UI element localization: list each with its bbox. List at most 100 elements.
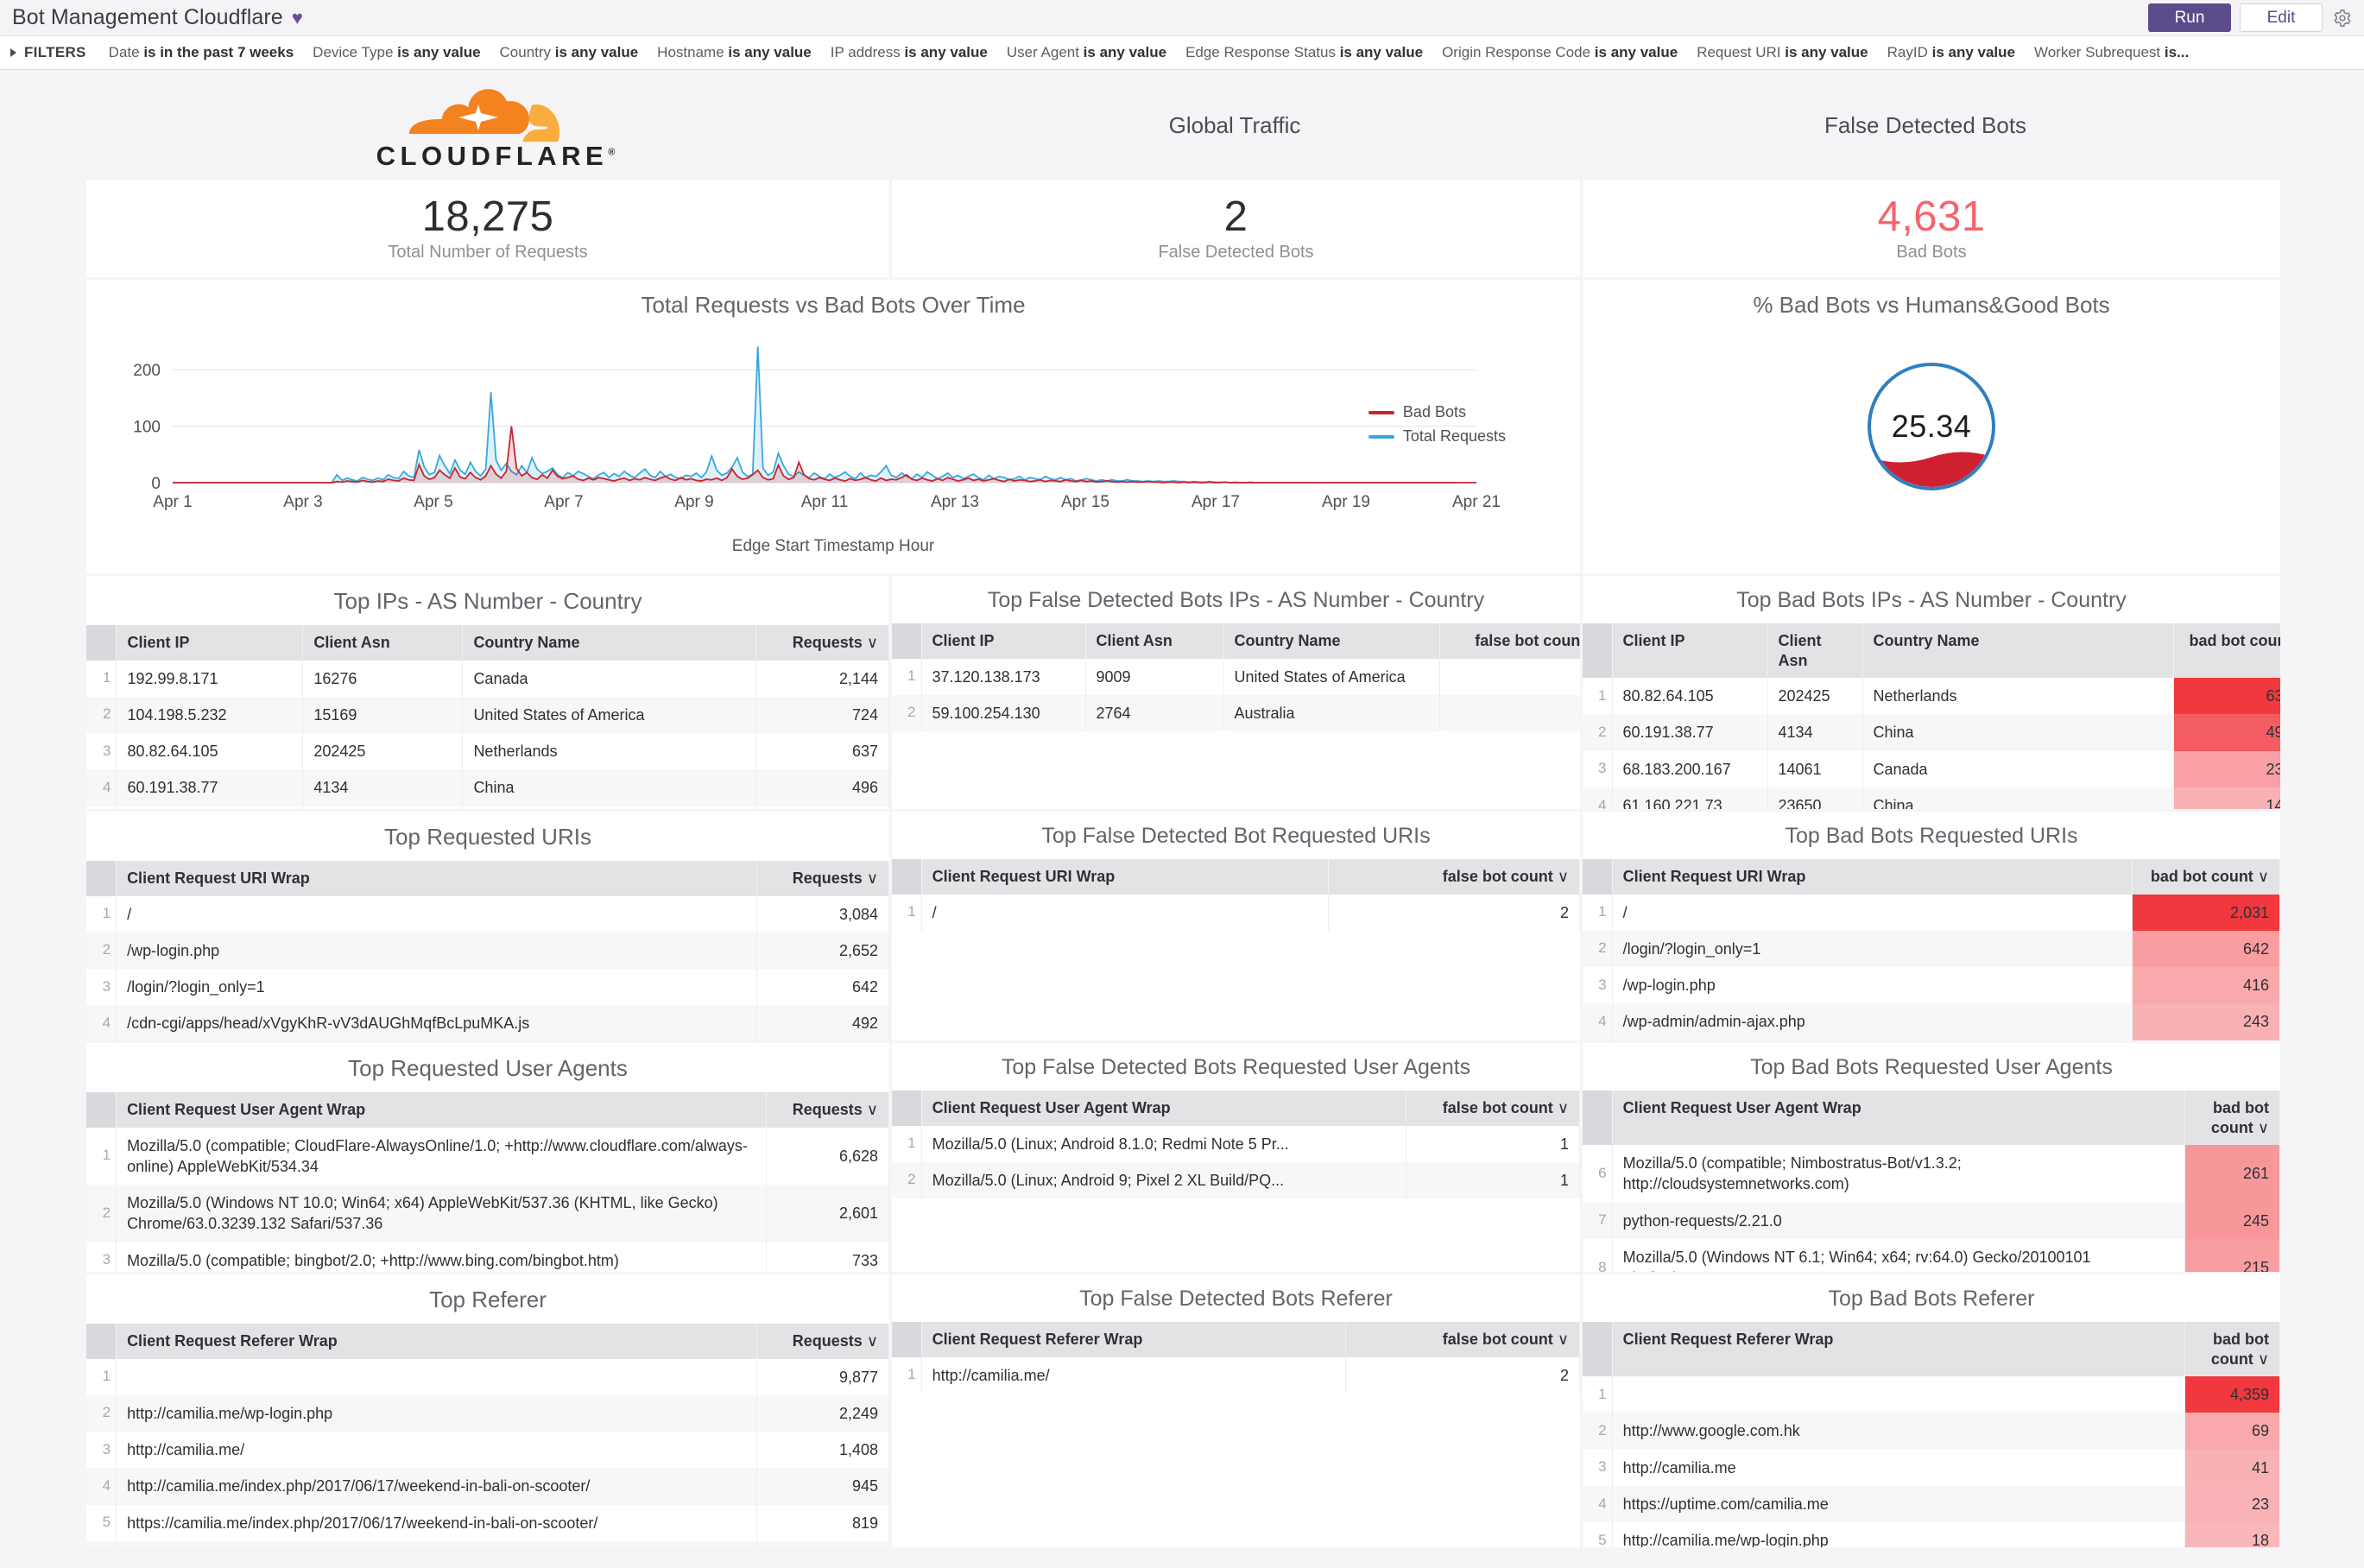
filter-chip-5[interactable]: User Agent is any value — [1006, 44, 1167, 60]
sort-chevron-down-icon[interactable]: ∨ — [2257, 868, 2269, 885]
tile-bad-ips[interactable]: Top Bad Bots IPs - AS Number - Country C… — [1583, 576, 2280, 809]
filter-chip-4[interactable]: IP address is any value — [830, 44, 988, 60]
column-header[interactable]: Client Request Referer Wrap — [921, 1322, 1347, 1357]
column-header[interactable]: Country Name — [1223, 623, 1440, 659]
filters-toggle[interactable]: FILTERS — [10, 44, 86, 61]
kpi-bad-bots[interactable]: 4,631 Bad Bots — [1583, 180, 2280, 277]
data-table[interactable]: Client Request URI Wrap Requests ∨ 1/3,084… — [86, 861, 889, 1040]
column-header[interactable]: Requests ∨ — [756, 861, 889, 896]
sort-chevron-down-icon[interactable]: ∨ — [1557, 868, 1569, 885]
table-row[interactable]: 1 Mozilla/5.0 (compatible; CloudFlare-Alw… — [86, 1127, 889, 1185]
run-button[interactable]: Run — [2148, 3, 2231, 32]
column-header[interactable]: Client Asn — [302, 625, 464, 661]
column-header[interactable]: Client Request URI Wrap — [116, 861, 758, 896]
data-table[interactable]: Client Request User Agent Wrap bad bot cou… — [1583, 1091, 2280, 1272]
filter-chip-10[interactable]: Worker Subrequest is... — [2033, 44, 2190, 60]
tile-false-referer[interactable]: Top False Detected Bots Referer Client R… — [892, 1274, 1580, 1547]
table-row[interactable]: 1/2,031 — [1583, 894, 2280, 931]
sort-chevron-down-icon[interactable]: ∨ — [1557, 1331, 1569, 1348]
column-header[interactable]: Client Request User Agent Wrap — [116, 1092, 767, 1128]
table-false-ips[interactable]: Client IP Client Asn Country Name false bot… — [892, 623, 1580, 732]
table-row[interactable]: 3/wp-login.php 416 — [1583, 967, 2280, 1004]
table-false-uas[interactable]: Client Request User Agent Wrap false bot … — [892, 1091, 1580, 1199]
legend-item-total-requests[interactable]: Total Requests — [1368, 427, 1506, 446]
table-row[interactable]: 7 python-requests/2.21.0 245 — [1583, 1202, 2280, 1239]
column-header[interactable]: Client Asn — [1767, 623, 1863, 678]
table-row[interactable]: 3/login/?login_only=1 642 — [86, 969, 889, 1006]
column-header[interactable]: Client IP — [921, 623, 1086, 659]
tile-false-uris[interactable]: Top False Detected Bot Requested URIs Cl… — [892, 812, 1580, 1040]
table-row[interactable]: 3 http://camilia.me 41 — [1583, 1449, 2280, 1486]
table-top-referer[interactable]: Client Request Referer Wrap Requests ∨ 1 9,… — [86, 1324, 889, 1547]
table-bad-uas[interactable]: Client Request User Agent Wrap bad bot cou… — [1583, 1091, 2280, 1272]
tile-top-ips[interactable]: Top IPs - AS Number - Country Client IP C… — [86, 576, 889, 809]
data-table[interactable]: Client Request Referer Wrap Requests ∨ 1 9,… — [86, 1324, 889, 1547]
legend-item-bad-bots[interactable]: Bad Bots — [1368, 403, 1506, 421]
column-header[interactable]: Client Request URI Wrap — [1612, 859, 2133, 895]
data-table[interactable]: Client Request URI Wrap bad bot count ∨ 1/… — [1583, 859, 2280, 1040]
column-header[interactable]: Requests ∨ — [766, 1092, 889, 1128]
gear-icon[interactable] — [2331, 7, 2354, 29]
favorite-heart-icon[interactable]: ♥ — [291, 6, 303, 28]
data-table[interactable]: Client IP Client Asn Country Name Requests … — [86, 625, 889, 809]
filter-chip-0[interactable]: Date is in the past 7 weeks — [108, 44, 294, 60]
filter-chip-7[interactable]: Origin Response Code is any value — [1442, 44, 1678, 60]
tile-false-uas[interactable]: Top False Detected Bots Requested User A… — [892, 1043, 1580, 1272]
table-row[interactable]: 1 37.120.138.173 9009 United States of Amer… — [892, 658, 1580, 695]
bad-bots-gauge-tile[interactable]: % Bad Bots vs Humans&Good Bots 25.34 — [1583, 280, 2280, 573]
table-row[interactable]: 4 http://camilia.me/index.php/2017/06/17/… — [86, 1468, 889, 1505]
table-row[interactable]: 368.183.200.16714061Canada237 — [1583, 750, 2280, 787]
table-bad-uris[interactable]: Client Request URI Wrap bad bot count ∨ 1/… — [1583, 859, 2280, 1040]
filter-chip-2[interactable]: Country is any value — [499, 44, 639, 60]
table-row[interactable]: 2 http://camilia.me/wp-login.php 2,249 — [86, 1394, 889, 1432]
column-header[interactable]: Client Request Referer Wrap — [1612, 1322, 2185, 1376]
column-header[interactable]: false bot count ∨ — [1345, 1322, 1580, 1357]
tile-top-uris[interactable]: Top Requested URIs Client Request URI Wr… — [86, 812, 889, 1040]
table-top-uas[interactable]: Client Request User Agent Wrap Requests ∨… — [86, 1092, 889, 1272]
table-row[interactable]: 4/cdn-cgi/apps/head/xVgyKhR-vV3dAUGhMqfB… — [86, 1005, 889, 1040]
data-table[interactable]: Client Request Referer Wrap false bot cou… — [892, 1322, 1580, 1394]
table-row[interactable]: 2 Mozilla/5.0 (Linux; Android 9; Pixel 2 … — [892, 1161, 1580, 1199]
tile-top-uas[interactable]: Top Requested User Agents Client Request… — [86, 1043, 889, 1272]
table-row[interactable]: 259.100.254.1302764Australia1 — [892, 694, 1580, 732]
table-row[interactable]: 3 Mozilla/5.0 (compatible; bingbot/2.0; +… — [86, 1242, 889, 1272]
table-row[interactable]: 4 https://uptime.com/camilia.me 23 — [1583, 1485, 2280, 1523]
kpi-false-detected-bots[interactable]: 2 False Detected Bots — [892, 180, 1580, 277]
column-header[interactable]: bad bot count ∨ — [2173, 623, 2280, 678]
table-row[interactable]: 2/wp-login.php 2,652 — [86, 932, 889, 970]
sort-chevron-down-icon[interactable]: ∨ — [2257, 1118, 2269, 1136]
table-row[interactable]: 1/3,084 — [86, 895, 889, 933]
column-header[interactable]: false bot count ∨ — [1439, 623, 1580, 659]
tile-bad-uris[interactable]: Top Bad Bots Requested URIs Client Reque… — [1583, 812, 2280, 1040]
timeseries-chart-tile[interactable]: Total Requests vs Bad Bots Over Time 0 10… — [86, 280, 1580, 573]
table-row[interactable]: 1 192.99.8.171 16276 Canada 2,144 — [86, 660, 889, 697]
tile-bad-referer[interactable]: Top Bad Bots Referer Client Request Refe… — [1583, 1274, 2280, 1547]
table-row[interactable]: 8 Mozilla/5.0 (Windows NT 6.1; Win64; x64… — [1583, 1238, 2280, 1272]
sort-chevron-down-icon[interactable]: ∨ — [866, 1101, 878, 1118]
column-header[interactable]: false bot count ∨ — [1406, 1091, 1580, 1126]
table-bad-referer[interactable]: Client Request Referer Wrap bad bot count … — [1583, 1322, 2280, 1547]
filter-chip-8[interactable]: Request URI is any value — [1697, 44, 1868, 60]
data-table[interactable]: Client Request User Agent Wrap false bot … — [892, 1091, 1580, 1199]
table-row[interactable]: 1 http://camilia.me/2 — [892, 1356, 1580, 1394]
table-row[interactable]: 1 4,359 — [1583, 1376, 2280, 1413]
column-header[interactable]: bad bot count ∨ — [2184, 1322, 2280, 1376]
column-header[interactable]: Client Request User Agent Wrap — [1612, 1091, 2185, 1145]
table-bad-ips[interactable]: Client IP Client Asn Country Name bad bot co… — [1583, 623, 2280, 809]
sort-chevron-down-icon[interactable]: ∨ — [866, 869, 878, 887]
column-header[interactable]: false bot count ∨ — [1328, 859, 1580, 895]
edit-button[interactable]: Edit — [2240, 3, 2323, 32]
table-row[interactable]: 1 Mozilla/5.0 (Linux; Android 8.1.0; Redm… — [892, 1125, 1580, 1162]
table-row[interactable]: 2 http://www.google.com.hk 69 — [1583, 1413, 2280, 1450]
table-row[interactable]: 1 9,877 — [86, 1358, 889, 1395]
column-header[interactable]: Client Request User Agent Wrap — [921, 1091, 1407, 1126]
tile-false-ips[interactable]: Top False Detected Bots IPs - AS Number … — [892, 576, 1580, 809]
table-row[interactable]: 5 https://camilia.me/index.php/2017/06/17… — [86, 1504, 889, 1541]
column-header[interactable]: Requests ∨ — [755, 625, 889, 661]
column-header[interactable]: bad bot count ∨ — [2184, 1091, 2280, 1145]
table-row[interactable]: 2 104.198.5.232 15169 United States of Amer… — [86, 696, 889, 734]
table-row[interactable]: 3 80.82.64.105 202425 Netherlands 637 — [86, 733, 889, 770]
sort-chevron-down-icon[interactable]: ∨ — [866, 634, 878, 651]
data-table[interactable]: Client Request Referer Wrap bad bot count … — [1583, 1322, 2280, 1547]
